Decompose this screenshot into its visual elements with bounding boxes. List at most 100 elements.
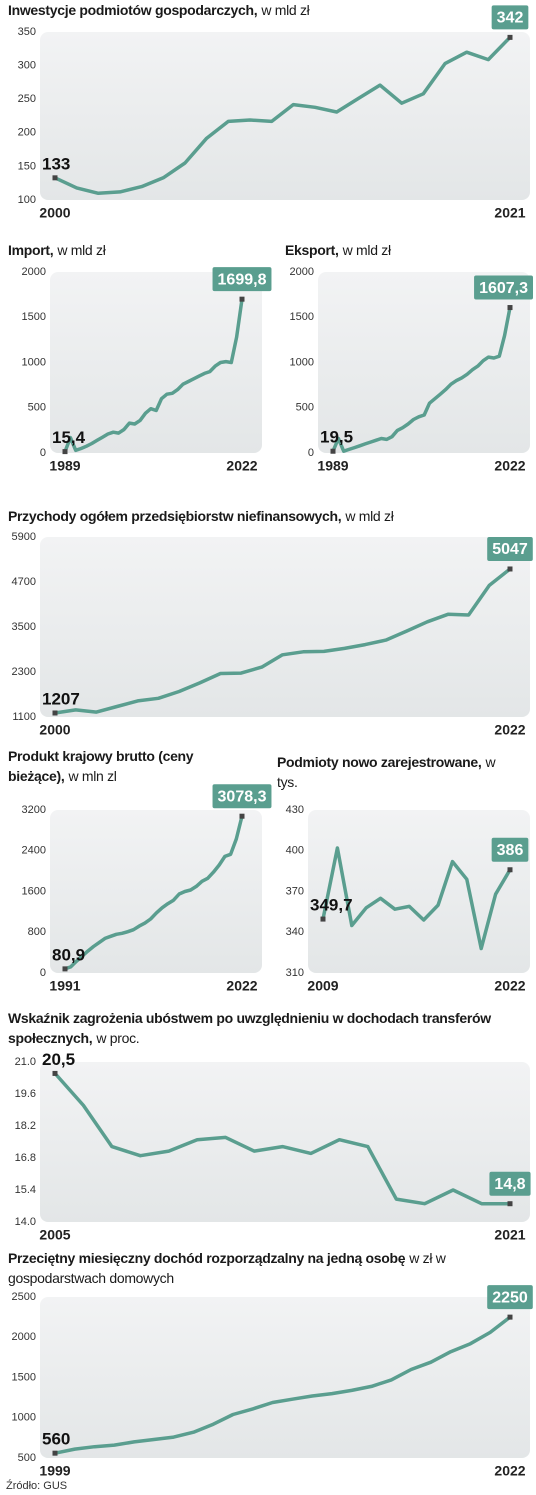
y-tick-label: 1500	[22, 311, 46, 323]
chart-title: Inwestycje podmiotów gospodarczych, w mld…	[8, 0, 478, 20]
y-tick-label: 1600	[22, 885, 46, 897]
title: Wskaźnik zagrożenia ubóstwem po uwzględn…	[8, 1010, 491, 1046]
y-tick-label: 1500	[290, 311, 314, 323]
data-line	[321, 846, 512, 951]
end-point	[52, 175, 58, 181]
badge-box	[489, 1171, 531, 1196]
plot-background	[318, 272, 530, 453]
data-line	[63, 297, 244, 454]
y-tick-label: 4700	[12, 576, 36, 588]
subtitle: w mln zl	[68, 768, 117, 784]
last-value-badge: 1699,8	[212, 267, 272, 292]
y-tick-label: 430	[286, 804, 304, 816]
y-tick-label: 14.0	[15, 1216, 36, 1228]
y-tick-label: 1100	[12, 711, 36, 723]
y-tick-label: 150	[18, 160, 36, 172]
x-tick-label: 2021	[494, 1227, 525, 1243]
badge-box	[491, 5, 529, 30]
title: Przeciętny miesięczny dochód rozporządza…	[8, 1250, 406, 1266]
plot-background	[50, 272, 262, 453]
subtitle: w mld zł	[345, 508, 394, 524]
y-tick-label: 0	[40, 967, 46, 979]
y-tick-label: 19.6	[15, 1088, 36, 1100]
badge-box	[487, 536, 533, 561]
first-value-label: 1207	[42, 689, 80, 708]
first-value-label: 349,7	[310, 896, 353, 915]
chart-title: Przeciętny miesięczny dochód rozporządza…	[8, 1248, 536, 1288]
first-value-label: 19,5	[320, 428, 353, 447]
source: Źródło: GUS	[6, 1480, 68, 1492]
x-tick-label: 2021	[494, 205, 525, 221]
end-point	[507, 1314, 513, 1320]
chart-title: Przychody ogółem przedsiębiorstw niefina…	[8, 506, 528, 526]
data-line	[63, 814, 244, 971]
end-point	[507, 867, 513, 873]
y-tick-label: 100	[18, 194, 36, 206]
y-tick-label: 1000	[290, 356, 314, 368]
last-value-badge: 14,8	[489, 1171, 531, 1196]
last-value-label: 14,8	[494, 1176, 525, 1193]
x-tick-label: 1989	[49, 458, 80, 474]
badge-box	[474, 275, 533, 300]
title: Przychody ogółem przedsiębiorstw niefina…	[8, 508, 342, 524]
y-tick-label: 3200	[22, 804, 46, 816]
y-tick-label: 15.4	[15, 1184, 36, 1196]
x-tick-label: 2022	[494, 1463, 525, 1479]
end-point	[52, 1450, 58, 1456]
data-line	[53, 567, 512, 715]
first-value-label: 133	[42, 154, 70, 173]
x-tick-label: 1991	[49, 978, 80, 994]
last-value-label: 5047	[492, 541, 528, 558]
y-tick-label: 2000	[290, 266, 314, 278]
last-value-badge: 5047	[487, 536, 533, 561]
data-line	[53, 1315, 512, 1455]
end-point	[239, 813, 245, 819]
x-tick-label: 2009	[307, 978, 338, 994]
y-tick-label: 18.2	[15, 1120, 36, 1132]
last-value-badge: 386	[491, 837, 529, 862]
last-value-badge: 342	[491, 5, 529, 30]
last-value-label: 1607,3	[479, 280, 528, 297]
y-tick-label: 16.8	[15, 1152, 36, 1164]
plot-background	[40, 537, 530, 717]
last-value-badge: 3078,3	[212, 784, 272, 809]
y-tick-label: 0	[40, 447, 46, 459]
y-tick-label: 370	[286, 885, 304, 897]
y-tick-label: 340	[286, 926, 304, 938]
x-tick-label: 2000	[39, 205, 70, 221]
title: Import,	[8, 242, 54, 258]
chart-title: Podmioty nowo zarejestrowane, w tys.	[277, 752, 512, 792]
data-line	[331, 305, 512, 453]
y-tick-label: 1000	[22, 356, 46, 368]
y-tick-label: 300	[18, 60, 36, 72]
x-tick-label: 2005	[39, 1227, 70, 1243]
y-tick-label: 250	[18, 93, 36, 105]
y-tick-label: 500	[296, 402, 314, 414]
y-tick-label: 500	[18, 1452, 36, 1464]
end-point	[320, 916, 326, 922]
first-value-label: 80,9	[52, 945, 85, 964]
y-tick-label: 400	[286, 845, 304, 857]
y-tick-label: 200	[18, 127, 36, 139]
plot-background	[40, 1062, 530, 1222]
end-point	[507, 566, 513, 572]
title: Inwestycje podmiotów gospodarczych,	[8, 2, 258, 18]
x-tick-label: 1999	[39, 1463, 70, 1479]
y-tick-label: 5900	[12, 531, 36, 543]
y-tick-label: 1000	[12, 1412, 36, 1424]
y-tick-label: 350	[18, 26, 36, 38]
y-tick-label: 3500	[12, 621, 36, 633]
y-tick-label: 2400	[22, 845, 46, 857]
last-value-label: 2250	[492, 1289, 528, 1306]
last-value-badge: 1607,3	[474, 275, 533, 300]
subtitle: w mld zł	[342, 242, 391, 258]
chart-title: Produkt krajowy brutto (ceny bieżące), w …	[8, 746, 258, 786]
plot-background	[308, 810, 530, 973]
y-tick-label: 500	[28, 402, 46, 414]
y-tick-label: 2000	[22, 266, 46, 278]
last-value-label: 342	[497, 10, 524, 27]
end-point	[507, 305, 513, 311]
end-point	[239, 296, 245, 302]
y-tick-label: 2500	[12, 1291, 36, 1303]
